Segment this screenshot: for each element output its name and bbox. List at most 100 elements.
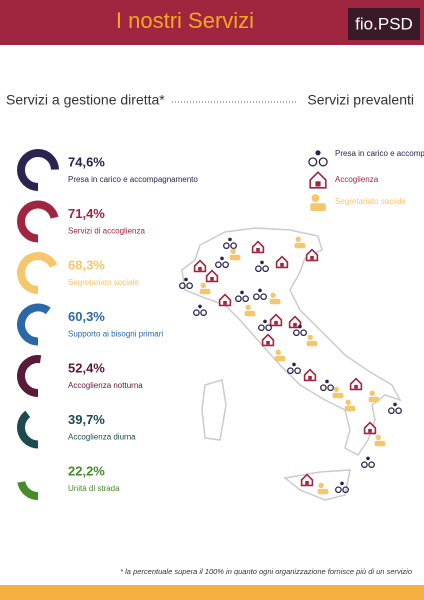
icon-bike [223, 242, 230, 250]
icon-house [349, 377, 363, 391]
value-label: 68,3% [68, 257, 105, 272]
map-sardinia [201, 379, 227, 441]
icon-people [345, 399, 351, 405]
value-label: 22,2% [68, 463, 105, 478]
icon-house [308, 375, 312, 380]
icon-bike [260, 260, 264, 265]
icon-bike [265, 324, 272, 332]
icon-house [309, 171, 327, 189]
brand: fio.PSD [355, 14, 413, 33]
icon-people [368, 396, 380, 403]
icon-bike [308, 157, 318, 167]
value-label: 71,4% [68, 206, 105, 221]
icon-bike [220, 256, 224, 261]
icon-house [198, 266, 202, 271]
icon-people [269, 298, 281, 305]
category-label: Accoglienza diurna [68, 433, 136, 442]
icon-house [223, 300, 227, 305]
icon-people [244, 310, 256, 317]
icon-house [266, 340, 270, 345]
icon-house [293, 322, 297, 327]
icon-people [306, 340, 318, 347]
icon-people [229, 254, 241, 261]
icon-house [305, 480, 309, 485]
donut-arc [17, 355, 42, 397]
icon-bike [263, 319, 267, 324]
icon-house [354, 384, 358, 389]
icon-people [274, 355, 286, 362]
icon-bike [342, 486, 349, 494]
icon-bike [253, 293, 260, 301]
icon-house [368, 428, 372, 433]
icon-bike [315, 150, 321, 156]
value-label: 39,7% [68, 412, 105, 427]
icon-bike [184, 277, 188, 282]
icon-bike [293, 329, 300, 337]
icon-house [269, 313, 283, 327]
icon-bike [318, 157, 328, 167]
icon-bike [179, 282, 186, 290]
left-heading: Servizi a gestione diretta* [6, 92, 165, 108]
icon-bike [235, 295, 242, 303]
icon-people [374, 440, 386, 447]
category-label: Supporto ai bisogni primari [68, 330, 163, 339]
right-heading: Servizi prevalenti [307, 92, 414, 108]
map-sicily [283, 469, 351, 501]
footer-band [0, 585, 424, 600]
icon-house [261, 333, 275, 347]
icon-people [375, 434, 381, 440]
icon-people [307, 334, 313, 340]
icon-bike [388, 407, 395, 415]
icon-house [193, 259, 207, 273]
legend-label: Presa in carico e accompagnamento [335, 149, 424, 158]
category-label: Presa in carico e accompagnamento [68, 175, 198, 184]
icon-people [275, 349, 281, 355]
donut-arc [17, 252, 58, 294]
footnote: * la percentuale supera il 100% in quant… [120, 567, 412, 576]
icon-house [303, 368, 317, 382]
icon-bike [240, 290, 244, 295]
donut-arc [17, 149, 59, 191]
icon-bike [340, 481, 344, 486]
icon-bike [366, 456, 370, 461]
icon-bike [222, 261, 229, 269]
icon-house [363, 421, 377, 435]
icon-bike [260, 293, 267, 301]
icon-people [270, 292, 276, 298]
icon-bike [298, 324, 302, 329]
icon-bike [287, 367, 294, 375]
icon-bike [193, 309, 200, 317]
category-label: Unità di strada [68, 484, 120, 493]
icon-house [315, 181, 321, 187]
icon-people [200, 282, 206, 288]
brand-box [348, 8, 420, 40]
category-label: Servizi di accoglienza [68, 227, 145, 236]
icon-bike [215, 261, 222, 269]
icon-bike [200, 309, 207, 317]
icon-house [251, 240, 265, 254]
icon-bike [262, 265, 269, 273]
icon-people [199, 288, 211, 295]
icon-bike [198, 304, 202, 309]
icon-house [256, 247, 260, 252]
icon-bike [395, 407, 402, 415]
legend-label: Accoglienza [335, 175, 379, 184]
icon-bike [327, 384, 334, 392]
icon-house [275, 255, 289, 269]
legend-label: Segretariato sociale [335, 197, 406, 206]
icon-bike [258, 324, 265, 332]
value-label: 74,6% [68, 154, 105, 169]
value-label: 60,3% [68, 309, 105, 324]
donut-arc [17, 480, 39, 500]
icon-bike [186, 282, 193, 290]
icon-bike [335, 486, 342, 494]
icon-bike [230, 242, 237, 250]
icon-house [280, 262, 284, 267]
icon-people [317, 488, 329, 495]
donut-arc [17, 410, 39, 449]
icon-people [344, 405, 356, 412]
icon-people [295, 236, 301, 242]
icon-people [369, 390, 375, 396]
icon-people [318, 482, 324, 488]
